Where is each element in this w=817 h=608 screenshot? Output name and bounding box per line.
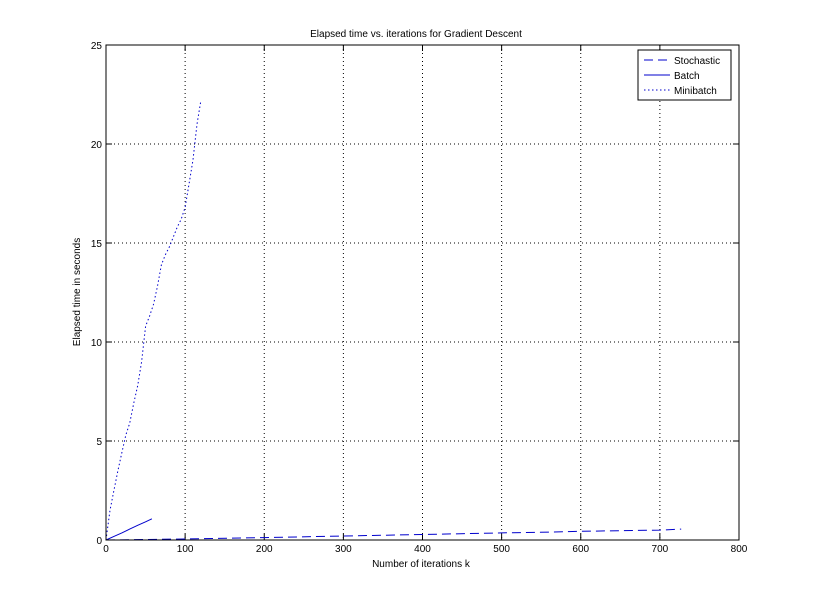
legend-label-batch: Batch <box>674 71 700 82</box>
x-tick-label: 200 <box>256 544 273 555</box>
x-tick-label: 500 <box>493 544 510 555</box>
series-line-batch <box>105 518 153 541</box>
y-tick-label: 20 <box>91 140 103 151</box>
x-tick-label: 600 <box>572 544 589 555</box>
legend-label-stochastic: Stochastic <box>674 56 720 67</box>
plot-area: 0 100 200 300 400 500 600 700 800 0 5 10 15 20 25 <box>91 41 748 555</box>
x-tick-label: 700 <box>652 544 669 555</box>
y-axis-label: Elapsed time in seconds <box>72 238 83 346</box>
x-tick-label: 300 <box>335 544 352 555</box>
chart-title: Elapsed time vs. iterations for Gradient… <box>310 29 522 40</box>
legend: Stochastic Batch Minibatch <box>637 49 732 101</box>
y-tick-label: 25 <box>91 41 103 52</box>
y-tick-label: 10 <box>91 338 103 349</box>
legend-label-minibatch: Minibatch <box>674 86 717 97</box>
x-tick-label: 100 <box>177 544 194 555</box>
x-tick-label: 0 <box>103 544 109 555</box>
x-tick-label: 800 <box>731 544 748 555</box>
y-tick-label: 0 <box>96 536 102 547</box>
series-line-minibatch <box>105 100 202 541</box>
series-line-stochastic <box>105 528 682 541</box>
axes-box <box>105 44 740 541</box>
y-tick-label: 5 <box>96 437 102 448</box>
x-tick-label: 400 <box>414 544 431 555</box>
x-axis-label: Number of iterations k <box>372 559 471 570</box>
y-tick-label: 15 <box>91 239 103 250</box>
